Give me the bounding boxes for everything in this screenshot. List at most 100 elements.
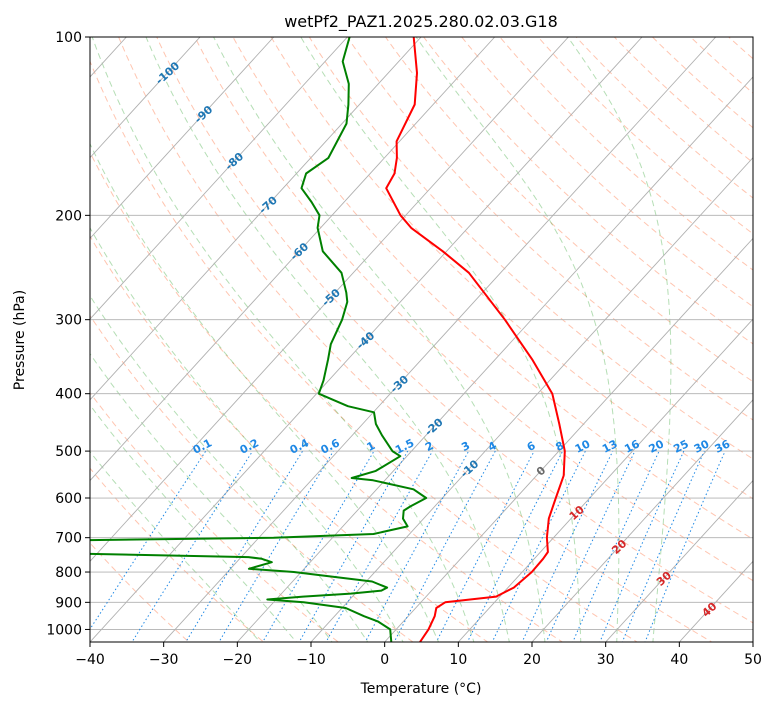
x-axis-ticks: −40 −30 −20 −10 0 10 20 30 40 50 xyxy=(75,642,762,668)
moist-adiabat-line xyxy=(567,37,672,642)
isotherm-gridline xyxy=(605,479,753,642)
mixing-ratio-line xyxy=(325,450,433,642)
mixing-ratio-label: 20 xyxy=(647,437,667,456)
moist-adiabat-line xyxy=(90,142,440,642)
moist-adiabat-line xyxy=(300,37,582,642)
moist-adiabat-line xyxy=(91,37,475,642)
mixing-ratio-label: 10 xyxy=(573,437,593,456)
isotherm-gridline xyxy=(90,37,422,401)
mixing-ratio-label: 36 xyxy=(713,437,733,456)
pressure-gridlines xyxy=(90,37,753,630)
moist-adiabat-line xyxy=(145,37,510,642)
isotherm-gridline xyxy=(90,37,201,159)
dry-adiabat-line xyxy=(461,37,753,308)
mixing-ratio-line xyxy=(621,450,705,642)
y-tick-label: 900 xyxy=(55,595,82,611)
x-tick-label: −40 xyxy=(75,652,105,668)
plot-frame xyxy=(89,36,754,643)
mixing-ratio-line xyxy=(466,450,564,642)
x-tick-label: −10 xyxy=(296,652,326,668)
x-tick-label: 0 xyxy=(380,652,389,668)
mixing-ratio-line xyxy=(218,450,334,642)
mixing-ratio-label: 16 xyxy=(622,437,642,456)
mixing-ratio-line xyxy=(521,450,614,642)
y-tick-label: 700 xyxy=(55,531,82,547)
moist-adiabat-line xyxy=(213,37,546,642)
moist-adiabat-line xyxy=(90,450,261,642)
dewpoint-profile-line xyxy=(90,37,428,642)
chart-title: wetPf2_PAZ1.2025.280.02.03.G18 xyxy=(284,12,558,32)
mixing-ratio-line xyxy=(644,450,726,642)
isotherm-gridline xyxy=(237,76,753,642)
dry-adiabat-line xyxy=(194,37,753,582)
moist-adiabat-line xyxy=(90,226,404,642)
isotherm-gridline xyxy=(531,399,753,642)
dry-adiabat-line xyxy=(308,37,753,460)
mixing-ratio-line xyxy=(491,450,586,642)
y-tick-label: 500 xyxy=(55,444,82,460)
y-tick-label: 100 xyxy=(55,30,82,46)
isotherm-gridline xyxy=(163,37,717,642)
dry-adiabat-line xyxy=(90,314,414,642)
dry-adiabat-line xyxy=(346,37,753,421)
isotherm-gridline xyxy=(90,37,496,482)
y-tick-label: 600 xyxy=(55,491,82,507)
dry-adiabat-line xyxy=(118,37,713,642)
x-tick-label: 20 xyxy=(523,652,541,668)
mixing-ratio-line xyxy=(572,450,660,642)
mixing-ratio-label: 13 xyxy=(600,437,620,456)
dry-adiabat-line xyxy=(499,37,753,271)
dry-adiabat-line xyxy=(384,37,753,383)
mixing-ratio-line xyxy=(298,450,409,642)
mixing-ratio-line xyxy=(599,450,685,642)
isotherm-gridline xyxy=(90,37,275,240)
y-tick-label: 800 xyxy=(55,565,82,581)
dry-adiabat-line xyxy=(90,391,340,642)
moist-adiabat-line xyxy=(90,404,297,642)
moist-adiabats xyxy=(90,37,672,642)
x-tick-label: −20 xyxy=(223,652,253,668)
isotherm-gridline xyxy=(90,37,569,562)
dry-adiabat-line xyxy=(537,37,753,235)
x-tick-label: 10 xyxy=(449,652,467,668)
y-axis-ticks: 100 200 300 400 500 600 700 800 900 1000 xyxy=(46,30,90,638)
dry-adiabat-line xyxy=(232,37,753,540)
dry-adiabat-line xyxy=(156,37,753,624)
mixing-ratio-line xyxy=(545,450,636,642)
isotherm-gridline xyxy=(90,37,643,642)
moist-adiabat-line xyxy=(90,352,333,642)
dry-adiabat-line xyxy=(90,235,489,642)
mixing-ratio-line xyxy=(262,450,375,642)
mixing-ratio-line xyxy=(364,450,470,642)
temperature-profile-line xyxy=(385,37,566,642)
x-tick-label: 40 xyxy=(670,652,688,668)
y-tick-label: 200 xyxy=(55,208,82,224)
y-tick-label: 400 xyxy=(55,387,82,403)
isotherm-gridline xyxy=(458,318,753,642)
mixing-ratio-label: 30 xyxy=(692,437,712,456)
dry-adiabat-line xyxy=(90,151,564,642)
x-tick-label: 30 xyxy=(597,652,615,668)
y-tick-label: 300 xyxy=(55,313,82,329)
profile-series xyxy=(90,37,566,642)
mixing-ratio-label: 25 xyxy=(671,437,691,456)
x-tick-label: 50 xyxy=(744,652,762,668)
dry-adiabat-line xyxy=(90,60,638,642)
dry-adiabats xyxy=(90,37,753,642)
y-tick-label: 1000 xyxy=(46,622,82,638)
isotherm-gridline xyxy=(90,37,348,320)
mixing-ratio-line xyxy=(90,450,207,631)
mixing-ratio-lines xyxy=(90,450,726,642)
y-axis-label: Pressure (hPa) xyxy=(12,290,28,390)
isotherms xyxy=(90,37,753,642)
moist-adiabat-line xyxy=(415,37,620,642)
x-axis-label: Temperature (°C) xyxy=(360,681,482,697)
dry-adiabat-line xyxy=(270,37,753,500)
isotherm-gridline xyxy=(384,237,753,642)
isotherm-gridline xyxy=(310,156,753,642)
x-tick-label: −30 xyxy=(149,652,179,668)
dry-adiabat-line xyxy=(423,37,753,345)
